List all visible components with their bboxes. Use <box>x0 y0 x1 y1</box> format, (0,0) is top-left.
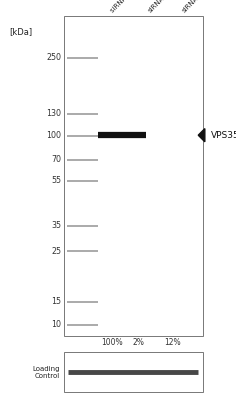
Text: Loading
Control: Loading Control <box>33 366 60 378</box>
Bar <box>64 352 203 392</box>
Polygon shape <box>198 129 205 142</box>
Text: 55: 55 <box>51 176 61 185</box>
Text: 2%: 2% <box>132 338 144 347</box>
Text: siRNA#1: siRNA#1 <box>147 0 173 14</box>
Text: 10: 10 <box>51 320 61 329</box>
Text: 15: 15 <box>51 298 61 306</box>
Text: [kDa]: [kDa] <box>9 28 33 36</box>
Text: 35: 35 <box>51 222 61 230</box>
Text: 250: 250 <box>46 54 61 62</box>
Text: 25: 25 <box>51 247 61 256</box>
Text: 70: 70 <box>51 156 61 164</box>
Bar <box>64 16 203 336</box>
Text: VPS35: VPS35 <box>211 131 236 140</box>
Text: 130: 130 <box>46 110 61 118</box>
Text: 12%: 12% <box>164 338 181 347</box>
Text: 100%: 100% <box>101 338 123 347</box>
Text: 100: 100 <box>46 132 61 140</box>
Text: siRNA#2: siRNA#2 <box>181 0 207 14</box>
Text: siRNA ctrl: siRNA ctrl <box>109 0 137 14</box>
